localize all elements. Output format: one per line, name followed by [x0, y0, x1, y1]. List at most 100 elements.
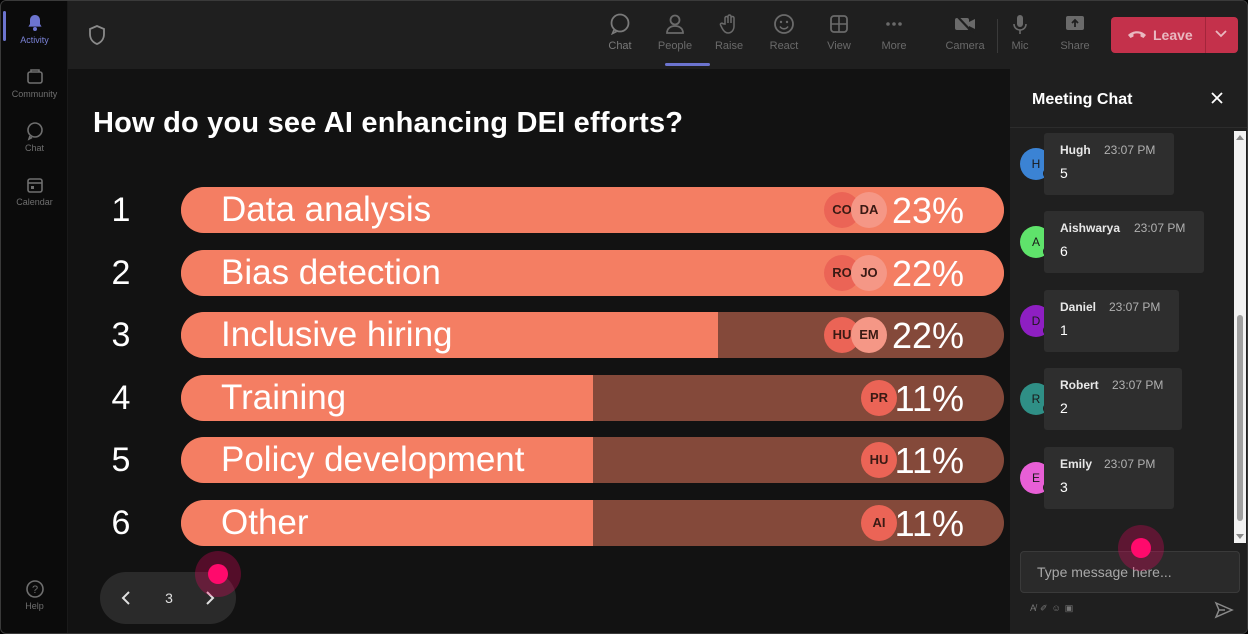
message-input[interactable]: [1021, 552, 1239, 592]
poll-option-row: 5 Policy development HU 11%: [68, 437, 1010, 483]
people-button-label: People: [657, 40, 693, 52]
option-label: Data analysis: [221, 190, 432, 229]
option-number: 1: [111, 191, 131, 229]
rail-item-help[interactable]: ? Help: [1, 579, 68, 611]
option-bar-fill: [181, 500, 594, 546]
more-button[interactable]: More: [868, 11, 920, 63]
format-toolbar: A̸✐☺▣: [1030, 603, 1077, 614]
raise-hand-label: Raise: [714, 40, 744, 52]
poll-option-row: 4 Training PR 11%: [68, 375, 1010, 421]
poll-option-row: 6 Other AI 11%: [68, 500, 1010, 546]
format-icon[interactable]: A̸: [1030, 603, 1041, 613]
voter-avatar: DA: [851, 192, 887, 228]
option-label: Training: [221, 378, 347, 417]
poll-option-row: 2 Bias detection RO JO 22%: [68, 250, 1010, 296]
option-bar: Other AI 11%: [181, 500, 1004, 546]
view-button[interactable]: View: [813, 11, 865, 63]
chat-message[interactable]: A Aishwarya 23:07 PM 6: [1010, 211, 1230, 275]
poll-question: How do you see AI enhancing DEI efforts?: [93, 107, 684, 139]
option-bar: Data analysis CO DA 23%: [181, 187, 1004, 233]
active-tab-indicator: [665, 63, 710, 66]
rail-item-activity[interactable]: Activity: [1, 13, 68, 45]
chat-message[interactable]: R Robert 23:07 PM 2: [1010, 368, 1230, 432]
message-bubble: Aishwarya 23:07 PM 6: [1044, 211, 1204, 273]
share-button-label: Share: [1060, 40, 1090, 52]
leave-split-divider: [1205, 17, 1206, 53]
camera-off-icon: [955, 14, 975, 34]
option-bar-fill: [181, 312, 718, 358]
chevron-right-icon[interactable]: [204, 590, 216, 606]
sender-name: Emily: [1060, 457, 1093, 471]
poll-option-row: 1 Data analysis CO DA 23%: [68, 187, 1010, 233]
message-bubble: Daniel 23:07 PM 1: [1044, 290, 1179, 352]
rail-item-label: Chat: [24, 143, 44, 153]
message-text: 3: [1060, 479, 1068, 495]
chat-message[interactable]: H Hugh 23:07 PM 5: [1010, 133, 1230, 197]
camera-button[interactable]: Camera: [939, 11, 991, 63]
bell-icon: [27, 15, 42, 31]
scroll-thumb[interactable]: [1237, 315, 1243, 521]
option-percentage: 23%: [891, 190, 964, 231]
rail-item-calendar[interactable]: Calendar: [1, 175, 68, 207]
chat-message[interactable]: D Daniel 23:07 PM 1: [1010, 290, 1230, 354]
chat-button[interactable]: Chat: [594, 11, 646, 63]
shield-icon[interactable]: [88, 25, 106, 45]
rail-item-label: Help: [25, 601, 44, 611]
chat-icon: [26, 122, 43, 141]
attach-icon[interactable]: ✐: [1040, 603, 1052, 613]
message-text: 2: [1060, 400, 1068, 416]
option-percentage: 11%: [894, 440, 964, 481]
poll-stage: How do you see AI enhancing DEI efforts?…: [68, 69, 1010, 633]
react-button[interactable]: React: [758, 11, 810, 63]
option-bar: Training PR 11%: [181, 375, 1004, 421]
view-button-label: View: [827, 40, 851, 52]
sender-name: Aishwarya: [1060, 221, 1121, 235]
close-icon[interactable]: [1210, 91, 1224, 105]
scroll-down-arrow[interactable]: [1236, 534, 1244, 539]
option-number: 3: [111, 316, 131, 354]
scroll-up-arrow[interactable]: [1236, 135, 1244, 140]
voter-avatar: PR: [861, 380, 897, 416]
option-label: Inclusive hiring: [221, 315, 453, 354]
chat-scrollbar[interactable]: [1234, 131, 1246, 543]
rail-item-label: Calendar: [16, 197, 53, 207]
chat-panel-title: Meeting Chat: [1032, 91, 1133, 108]
option-percentage: 22%: [891, 315, 964, 356]
chevron-left-icon[interactable]: [120, 590, 132, 606]
help-icon: ?: [25, 580, 44, 598]
chat-header-divider: [1010, 127, 1247, 128]
react-button-label: React: [769, 40, 799, 52]
chat-icon: [610, 13, 630, 35]
app-rail: Activity Community Chat Calendar ? Help: [1, 1, 68, 633]
toolbar-divider: [997, 19, 998, 53]
rail-item-label: Activity: [20, 35, 49, 45]
option-bar: Policy development HU 11%: [181, 437, 1004, 483]
rail-item-community[interactable]: Community: [1, 67, 68, 99]
calendar-icon: [26, 178, 43, 193]
mic-button[interactable]: Mic: [994, 11, 1046, 63]
emoji-icon[interactable]: ☺: [1051, 603, 1065, 613]
chevron-down-icon[interactable]: [1214, 29, 1228, 39]
meeting-toolbar: Chat People Raise React View More Camera: [68, 1, 1247, 69]
gif-icon[interactable]: ▣: [1064, 603, 1078, 613]
message-timestamp: 23:07 PM: [1112, 378, 1164, 392]
raise-hand-icon: [719, 14, 735, 34]
meeting-chat-panel: Meeting Chat H Hugh 23:07 PM 5 A Aishwarya 23:…: [1010, 69, 1247, 633]
raise-hand-button[interactable]: Raise: [703, 11, 755, 63]
message-timestamp: 23:07 PM: [1109, 300, 1161, 314]
option-bar: Inclusive hiring HU EM 22%: [181, 312, 1004, 358]
click-indicator: [195, 551, 241, 597]
message-timestamp: 23:07 PM: [1104, 143, 1156, 157]
chat-message[interactable]: E Emily 23:07 PM 3: [1010, 447, 1230, 511]
sender-name: Daniel: [1060, 300, 1097, 314]
share-button[interactable]: Share: [1049, 11, 1101, 63]
people-button[interactable]: People: [649, 11, 701, 63]
send-icon[interactable]: [1214, 601, 1234, 619]
leave-button[interactable]: Leave: [1111, 17, 1238, 53]
option-bar-fill: [181, 375, 594, 421]
option-label: Policy development: [221, 440, 525, 479]
leave-button-label: Leave: [1153, 27, 1193, 43]
option-percentage: 11%: [894, 503, 964, 544]
rail-item-chat[interactable]: Chat: [1, 121, 68, 153]
svg-text:?: ?: [31, 584, 37, 596]
